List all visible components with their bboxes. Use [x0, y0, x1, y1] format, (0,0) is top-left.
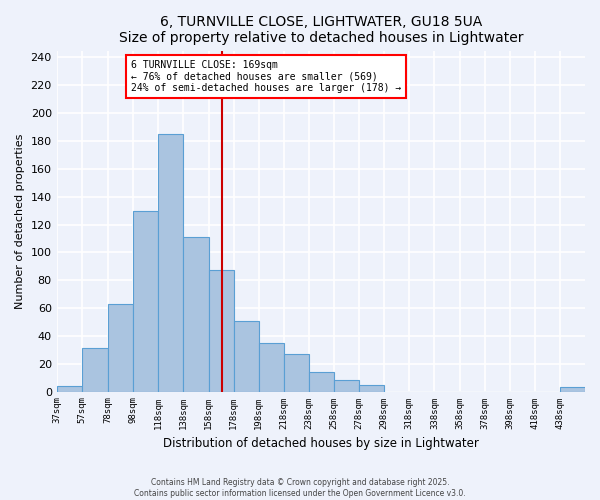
Bar	[82, 348, 108, 392]
Bar	[56, 386, 82, 392]
Bar	[209, 270, 233, 392]
Bar	[184, 237, 209, 392]
Bar	[233, 320, 259, 392]
X-axis label: Distribution of detached houses by size in Lightwater: Distribution of detached houses by size …	[163, 437, 479, 450]
Text: Contains HM Land Registry data © Crown copyright and database right 2025.
Contai: Contains HM Land Registry data © Crown c…	[134, 478, 466, 498]
Bar	[108, 304, 133, 392]
Y-axis label: Number of detached properties: Number of detached properties	[15, 134, 25, 308]
Title: 6, TURNVILLE CLOSE, LIGHTWATER, GU18 5UA
Size of property relative to detached h: 6, TURNVILLE CLOSE, LIGHTWATER, GU18 5UA…	[119, 15, 523, 45]
Bar	[334, 380, 359, 392]
Bar	[158, 134, 184, 392]
Bar	[133, 210, 158, 392]
Bar	[259, 343, 284, 392]
Bar	[359, 384, 384, 392]
Bar	[560, 388, 585, 392]
Text: 6 TURNVILLE CLOSE: 169sqm
← 76% of detached houses are smaller (569)
24% of semi: 6 TURNVILLE CLOSE: 169sqm ← 76% of detac…	[131, 60, 401, 94]
Bar	[284, 354, 309, 392]
Bar	[309, 372, 334, 392]
